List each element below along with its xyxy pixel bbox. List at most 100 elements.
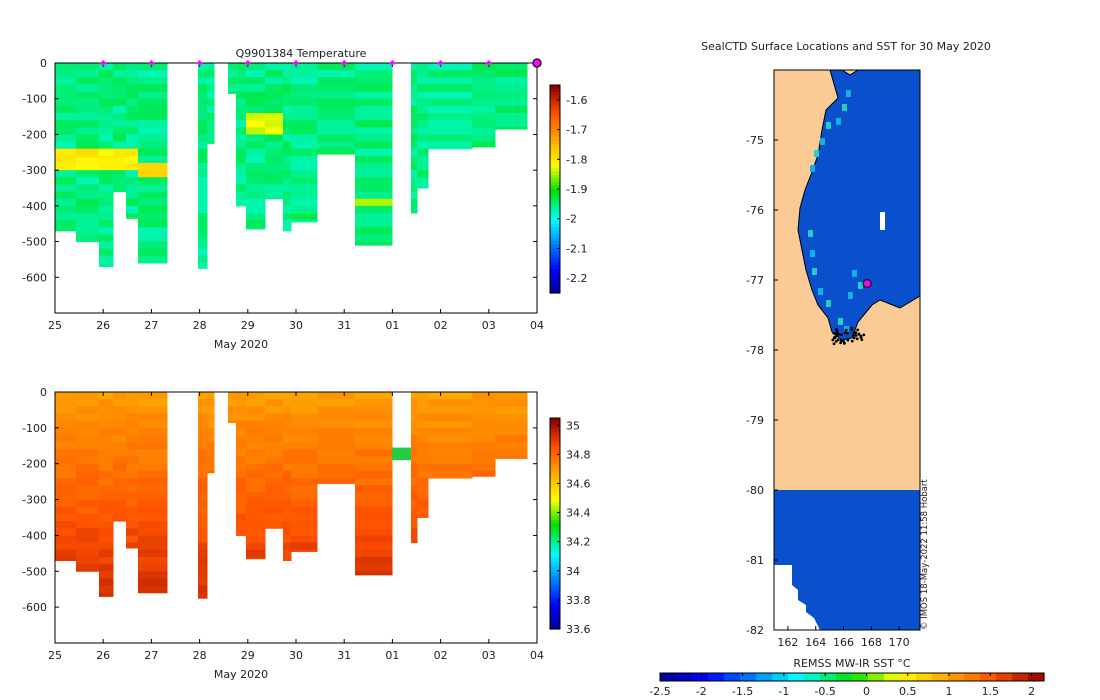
temp-cell-c10-d240 xyxy=(246,148,266,157)
temp-cell-c4-d100 xyxy=(126,98,139,107)
temp-cell-c20-d100 xyxy=(495,98,528,107)
temp-cell-c7-d120 xyxy=(207,105,215,114)
salinity-cell-c3-d120 xyxy=(113,435,127,443)
salinity-cell-c4-d220 xyxy=(126,470,139,479)
temp-cell-c16-d360 xyxy=(411,191,418,200)
salinity-cell-c11-d0 xyxy=(265,392,284,400)
salinity-cell-c15-d100 xyxy=(355,427,393,436)
sst-colorbar-cell xyxy=(980,673,997,681)
temp-cell-c9-d240 xyxy=(236,148,247,157)
temp-cell-c11-d300 xyxy=(265,170,284,178)
surface-marker-current xyxy=(532,58,542,68)
salinity-cell-c7-d200 xyxy=(207,463,215,472)
temp-cell-c17-d140 xyxy=(417,113,429,121)
salinity-cell-c7-d180 xyxy=(207,456,215,465)
salinity-cell-c2-d240 xyxy=(99,478,114,486)
temp-cell-c11-d60 xyxy=(265,84,284,93)
salinity-cell-c2-d420 xyxy=(99,542,114,551)
map-track-point xyxy=(857,332,861,336)
temp-cell-c4-d380 xyxy=(126,198,139,207)
temp-colorbar-cell xyxy=(550,279,560,284)
salinity-cell-c12-d120 xyxy=(283,435,292,443)
temp-cell-c14-d160 xyxy=(317,120,356,128)
temp-cell-c1-d480 xyxy=(76,234,100,243)
temp-cell-c4-d180 xyxy=(126,127,139,135)
temp-cell-c0-d220 xyxy=(55,141,77,150)
salinity-cell-c7-d160 xyxy=(207,449,215,458)
salinity-cell-c0-d320 xyxy=(55,506,77,515)
salinity-cell-c1-d460 xyxy=(76,556,100,565)
temp-cell-c8-d60 xyxy=(228,84,237,93)
salinity-cell-c10-d80 xyxy=(246,420,266,429)
temp-cell-c6-d40 xyxy=(198,77,208,85)
temp-colorbar-cell xyxy=(550,140,560,145)
salinity-cell-c0-d420 xyxy=(55,542,77,551)
salinity-cell-c0-d120 xyxy=(55,435,77,443)
salinity-cell-c5-d480 xyxy=(138,564,168,572)
salinity-cell-c0-d60 xyxy=(55,413,77,422)
temp-cell-c12-d20 xyxy=(283,70,292,78)
sst-colorbar-label: 1.5 xyxy=(982,685,1000,698)
temp-cell-c12-d440 xyxy=(283,220,292,228)
map-track-point xyxy=(842,339,845,343)
temp-cell-c2-d160 xyxy=(99,120,114,128)
salinity-cell-c2-d520 xyxy=(99,578,114,587)
temp-cell-c4-d300 xyxy=(126,170,139,178)
salinity-cell-c11-d100 xyxy=(265,427,284,436)
salinity-cell-c15-d120 xyxy=(355,435,393,443)
temp-colorbar-cell xyxy=(550,286,560,291)
salinity-cell-c4-d40 xyxy=(126,406,139,415)
salinity-ytick-label: -400 xyxy=(22,529,47,542)
salinity-cell-c17-d260 xyxy=(417,485,429,493)
temp-cell-c13-d400 xyxy=(291,205,318,214)
temp-colorbar-cell xyxy=(550,206,560,211)
salinity-colorbar-cell xyxy=(550,544,560,549)
salinity-colorbar-cell xyxy=(550,467,560,472)
temp-cell-c6-d120 xyxy=(198,105,208,114)
temp-cell-c13-d120 xyxy=(291,105,318,114)
temp-cell-c4-d60 xyxy=(126,84,139,93)
temp-cell-c4-d260 xyxy=(126,155,139,164)
map-ytick-label: -80 xyxy=(746,484,764,497)
salinity-colorbar-cell xyxy=(550,558,560,563)
salinity-cell-c1-d480 xyxy=(76,564,100,572)
salinity-cell-c4-d100 xyxy=(126,427,139,436)
temp-cell-c0-d460 xyxy=(55,227,77,232)
sst-colorbar-cell xyxy=(916,673,933,681)
map-nodata-patch xyxy=(880,212,885,230)
salinity-cell-c18-d20 xyxy=(428,399,473,407)
temp-cell-c5-d100 xyxy=(138,98,168,107)
temp-cell-c1-d240 xyxy=(76,148,100,157)
temp-cell-c6-d500 xyxy=(198,241,208,250)
salinity-cell-c18-d180 xyxy=(428,456,473,465)
temp-colorbar-cell xyxy=(550,109,560,114)
salinity-cell-c11-d220 xyxy=(265,470,284,479)
salinity-colorbar-cell xyxy=(550,597,560,602)
salinity-colorbar-cell xyxy=(550,569,560,574)
salinity-cell-c13-d300 xyxy=(291,499,318,508)
temp-cell-c10-d260 xyxy=(246,155,266,164)
temp-cell-c11-d80 xyxy=(265,91,284,100)
temp-cell-c12-d260 xyxy=(283,155,292,164)
temp-cell-c11-d120 xyxy=(265,105,284,114)
credit-text: © IMOS 18-May-2022 11:58 Hobart xyxy=(920,479,930,630)
temp-cell-c7-d60 xyxy=(207,84,215,93)
salinity-cell-c15-d60 xyxy=(355,413,393,422)
map-track-point xyxy=(856,328,860,332)
salinity-cell-c12-d40 xyxy=(283,406,292,415)
salinity-cell-c10-d200 xyxy=(246,463,266,472)
salinity-cell-c10-d380 xyxy=(246,528,266,536)
temp-cell-c8-d0 xyxy=(228,63,237,71)
salinity-cell-c13-d120 xyxy=(291,435,318,443)
temp-cell-c12-d160 xyxy=(283,120,292,128)
surface-marker-01 xyxy=(389,60,396,66)
salinity-cell-c18-d40 xyxy=(428,406,473,415)
temp-cell-c16-d140 xyxy=(411,113,418,121)
map-coastal-pixel xyxy=(826,122,831,129)
temp-cell-c13-d300 xyxy=(291,170,318,178)
temp-cell-c11-d200 xyxy=(265,134,284,143)
temp-colorbar-cell xyxy=(550,247,560,252)
salinity-colorbar-cell xyxy=(550,418,560,423)
salinity-cell-c0-d0 xyxy=(55,392,77,400)
salinity-cell-c5-d280 xyxy=(138,492,168,501)
